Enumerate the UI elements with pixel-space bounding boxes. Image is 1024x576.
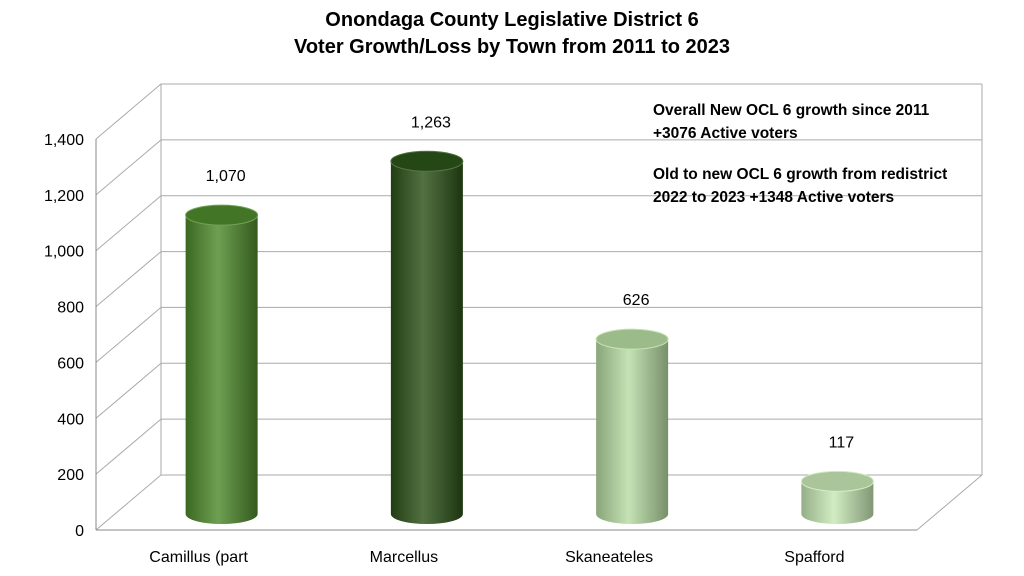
bar-spafford [800, 470, 874, 524]
gridline-1000 [95, 195, 982, 252]
bar-marcellus [390, 150, 464, 524]
data-label-1: 1,070 [206, 168, 246, 185]
gridline-0 [95, 474, 982, 531]
bar-top [185, 204, 259, 226]
bar-skaneateles [595, 328, 669, 524]
gridline-400 [95, 362, 982, 419]
bar-camillus-part [185, 204, 259, 524]
bar-top [800, 470, 874, 492]
bar-top [595, 328, 669, 350]
chart-title-line-1: Onondaga County Legislative District 6 [325, 9, 699, 31]
x-tick-label-1: Camillus (part [149, 549, 248, 566]
data-label-4: 117 [829, 434, 855, 451]
y-tick-label-1000: 1,000 [44, 244, 84, 261]
y-tick-label-0: 0 [75, 523, 84, 540]
y-tick-label-1200: 1,200 [44, 188, 84, 205]
floor-right-edge [916, 474, 983, 531]
annotation-overall-growth: Overall New OCL 6 growth since 2011 +307… [653, 102, 930, 142]
bar-body [801, 481, 874, 524]
y-tick-label-600: 600 [57, 355, 84, 372]
x-tick-label-2: Marcellus [370, 549, 438, 566]
bar-top [390, 150, 464, 172]
y-tick-label-200: 200 [57, 467, 84, 484]
gridline-1200 [95, 139, 982, 196]
gridline-800 [95, 251, 982, 307]
annotation-redistrict-growth: Old to new OCL 6 growth from redistrict … [653, 166, 948, 206]
bar-body [185, 215, 258, 524]
x-tick-label-4: Spafford [784, 549, 844, 566]
y-tick-label-400: 400 [57, 411, 84, 428]
y-tick-label-800: 800 [57, 300, 84, 317]
data-label-2: 1,263 [411, 114, 451, 131]
x-tick-label-3: Skaneateles [565, 549, 653, 566]
gridline-200 [95, 418, 982, 475]
gridline-1400 [95, 83, 982, 140]
chart-title-line-2: Voter Growth/Loss by Town from 2011 to 2… [293, 36, 731, 58]
gridline-600 [95, 306, 982, 363]
bar-body [596, 339, 669, 524]
bar-body [390, 161, 463, 524]
data-label-3: 626 [623, 292, 650, 309]
y-tick-label-1400: 1,400 [44, 132, 84, 149]
